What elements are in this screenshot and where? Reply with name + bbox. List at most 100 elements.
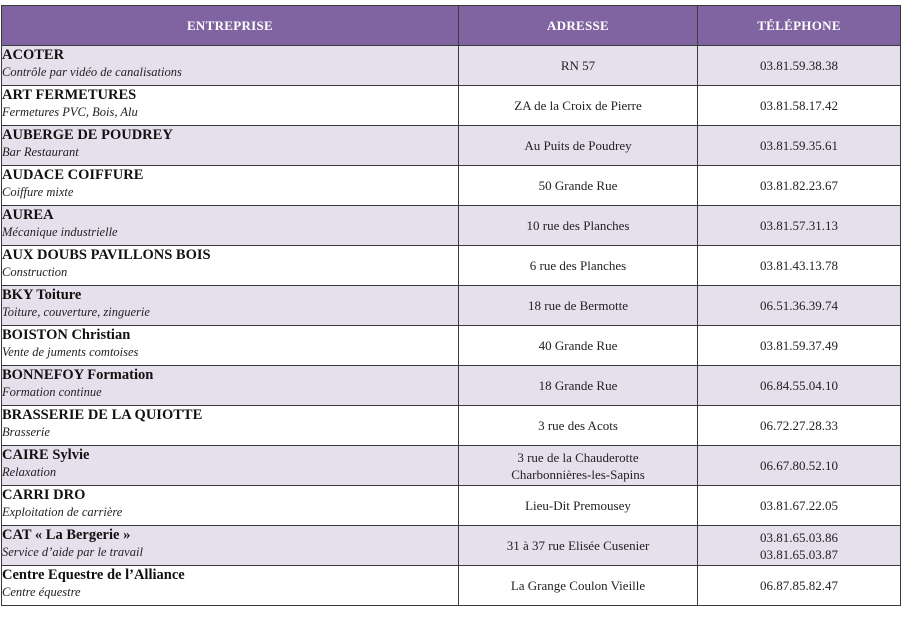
phone-number: 03.81.59.37.49: [760, 338, 838, 353]
address-cell: 3 rue des Acots: [458, 405, 698, 446]
phone-cell: 03.81.59.38.38: [697, 45, 901, 86]
address-line: Lieu-Dit Premousey: [525, 498, 631, 513]
address-line: Charbonnières-les-Sapins: [511, 466, 645, 482]
address-cell: 10 rue des Planches: [458, 205, 698, 246]
table-row: CARRI DRO Exploitation de carrière Lieu-Di…: [1, 485, 901, 526]
company-name: BRASSERIE DE LA QUIOTTE: [2, 407, 203, 423]
phone-cell: 03.81.65.03.86 03.81.65.03.87: [697, 525, 901, 566]
company-activity: Mécanique industrielle: [2, 225, 118, 239]
column-header-adresse: ADRESSE: [458, 5, 698, 46]
phone-number: 06.84.55.04.10: [760, 378, 838, 393]
address-cell: 18 rue de Bermotte: [458, 285, 698, 326]
company-activity: Toiture, couverture, zinguerie: [2, 305, 150, 319]
table-row: BOISTON Christian Vente de juments comtoi…: [1, 325, 901, 366]
phone-cell: 03.81.43.13.78: [697, 245, 901, 286]
address-line: 40 Grande Rue: [538, 338, 618, 353]
phone-cell: 06.51.36.39.74: [697, 285, 901, 326]
company-activity: Relaxation: [2, 465, 57, 479]
phone-number: 06.72.27.28.33: [760, 418, 838, 433]
address-line: 10 rue des Planches: [526, 218, 630, 233]
entreprise-cell: ART FERMETURES Fermetures PVC, Bois, Alu: [1, 85, 459, 126]
address-line: La Grange Coulon Vieille: [510, 578, 646, 593]
entreprise-cell: Centre Equestre de l’Alliance Centre éque…: [1, 565, 459, 606]
entreprise-cell: BRASSERIE DE LA QUIOTTE Brasserie: [1, 405, 459, 446]
phone-number: 03.81.67.22.05: [760, 498, 838, 513]
phone-number: 03.81.43.13.78: [760, 258, 838, 273]
phone-number: 06.51.36.39.74: [760, 298, 838, 313]
address-line: 50 Grande Rue: [538, 178, 618, 193]
entreprise-cell: AUREA Mécanique industrielle: [1, 205, 459, 246]
phone-number: 03.81.59.35.61: [760, 138, 838, 153]
address-cell: 6 rue des Planches: [458, 245, 698, 286]
company-activity: Formation continue: [2, 385, 102, 399]
column-header-entreprise: ENTREPRISE: [1, 5, 459, 46]
address-cell: 3 rue de la Chauderotte Charbonnières-les…: [458, 445, 698, 486]
address-cell: RN 57: [458, 45, 698, 86]
company-activity: Service d’aide par le travail: [2, 545, 143, 559]
company-name: CAT « La Bergerie »: [2, 527, 131, 543]
entreprise-cell: AUX DOUBS PAVILLONS BOIS Construction: [1, 245, 459, 286]
table-row: CAT « La Bergerie » Service d’aide par le…: [1, 525, 901, 566]
phone-cell: 03.81.82.23.67: [697, 165, 901, 206]
phone-number: 06.67.80.52.10: [760, 458, 838, 473]
company-name: ART FERMETURES: [2, 87, 137, 103]
address-cell: 18 Grande Rue: [458, 365, 698, 406]
phone-number: 03.81.59.38.38: [760, 58, 838, 73]
phone-cell: 06.67.80.52.10: [697, 445, 901, 486]
phone-number: 03.81.58.17.42: [760, 98, 838, 113]
phone-number: 03.81.82.23.67: [760, 178, 838, 193]
table-row: AUBERGE DE POUDREY Bar Restaurant Au Puits…: [1, 125, 901, 166]
table-row: Centre Equestre de l’Alliance Centre éque…: [1, 565, 901, 606]
entreprise-cell: CAIRE Sylvie Relaxation: [1, 445, 459, 486]
phone-cell: 03.81.67.22.05: [697, 485, 901, 526]
entreprise-cell: BOISTON Christian Vente de juments comtoi…: [1, 325, 459, 366]
table-row: CAIRE Sylvie Relaxation 3 rue de la Chaude…: [1, 445, 901, 486]
company-activity: Coiffure mixte: [2, 185, 74, 199]
company-name: CARRI DRO: [2, 487, 86, 503]
entreprise-cell: CAT « La Bergerie » Service d’aide par le…: [1, 525, 459, 566]
company-name: Centre Equestre de l’Alliance: [2, 567, 185, 583]
phone-cell: 03.81.57.31.13: [697, 205, 901, 246]
company-name: AUX DOUBS PAVILLONS BOIS: [2, 247, 211, 263]
address-line: 18 rue de Bermotte: [528, 298, 628, 313]
address-line: ZA de la Croix de Pierre: [514, 98, 642, 113]
company-name: ACOTER: [2, 47, 65, 63]
entreprise-cell: AUDACE COIFFURE Coiffure mixte: [1, 165, 459, 206]
address-cell: La Grange Coulon Vieille: [458, 565, 698, 606]
address-line: 6 rue des Planches: [529, 258, 627, 273]
address-line: Au Puits de Poudrey: [524, 138, 632, 153]
table-row: ACOTER Contrôle par vidéo de canalisation…: [1, 45, 901, 86]
company-activity: Fermetures PVC, Bois, Alu: [2, 105, 138, 119]
table-row: AUDACE COIFFURE Coiffure mixte 50 Grande R…: [1, 165, 901, 206]
company-name: BOISTON Christian: [2, 327, 131, 343]
company-activity: Vente de juments comtoises: [2, 345, 139, 359]
table-row: BONNEFOY Formation Formation continue 18 G…: [1, 365, 901, 406]
table-row: AUX DOUBS PAVILLONS BOIS Construction 6 ru…: [1, 245, 901, 286]
company-activity: Contrôle par vidéo de canalisations: [2, 65, 182, 79]
company-name: BKY Toiture: [2, 287, 82, 303]
table-row: BRASSERIE DE LA QUIOTTE Brasserie 3 rue de…: [1, 405, 901, 446]
table-row: AUREA Mécanique industrielle 10 rue des Pl…: [1, 205, 901, 246]
address-line: RN 57: [560, 58, 596, 73]
company-activity: Brasserie: [2, 425, 50, 439]
company-activity: Bar Restaurant: [2, 145, 79, 159]
entreprise-cell: AUBERGE DE POUDREY Bar Restaurant: [1, 125, 459, 166]
company-name: CAIRE Sylvie: [2, 447, 90, 463]
address-line: 18 Grande Rue: [538, 378, 618, 393]
company-name: BONNEFOY Formation: [2, 367, 154, 383]
entreprise-cell: CARRI DRO Exploitation de carrière: [1, 485, 459, 526]
address-cell: 31 à 37 rue Elisée Cusenier: [458, 525, 698, 566]
company-name: AUDACE COIFFURE: [2, 167, 144, 183]
entreprise-cell: ACOTER Contrôle par vidéo de canalisation…: [1, 45, 459, 86]
address-cell: ZA de la Croix de Pierre: [458, 85, 698, 126]
phone-cell: 03.81.58.17.42: [697, 85, 901, 126]
phone-number: 03.81.65.03.86: [760, 529, 838, 545]
phone-cell: 06.87.85.82.47: [697, 565, 901, 606]
address-cell: Au Puits de Poudrey: [458, 125, 698, 166]
company-name: AUREA: [2, 207, 54, 223]
phone-cell: 06.72.27.28.33: [697, 405, 901, 446]
address-cell: 50 Grande Rue: [458, 165, 698, 206]
table-row: BKY Toiture Toiture, couverture, zingueri…: [1, 285, 901, 326]
table-row: ART FERMETURES Fermetures PVC, Bois, Alu Z…: [1, 85, 901, 126]
address-line: 3 rue de la Chauderotte: [517, 449, 639, 465]
